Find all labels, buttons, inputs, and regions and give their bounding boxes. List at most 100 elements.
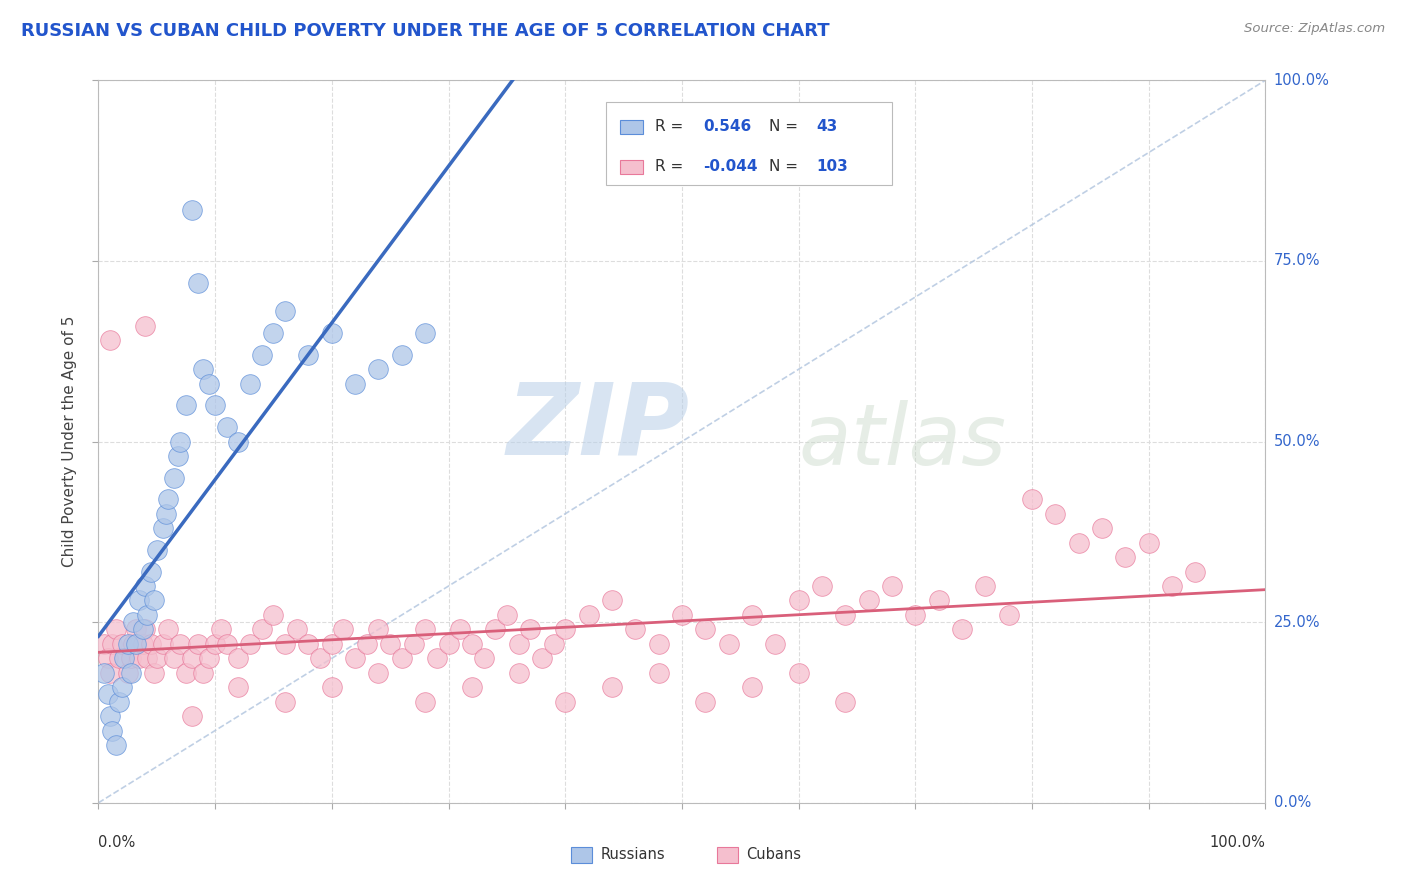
Point [157,623,180,637]
Point [647,665,669,680]
Point [98,665,121,680]
Point [297,348,319,362]
Point [98,334,121,348]
Text: R =: R = [655,160,688,174]
Point [209,623,232,637]
Point [344,376,367,391]
Point [143,665,166,680]
Point [132,623,155,637]
Text: R =: R = [655,120,688,135]
Point [402,637,425,651]
Text: 75.0%: 75.0% [1274,253,1320,268]
Point [508,665,530,680]
Bar [620,120,644,134]
Point [1184,565,1206,579]
Point [449,623,471,637]
Point [530,651,553,665]
Point [163,470,186,484]
Point [187,276,209,290]
Text: 43: 43 [815,120,838,135]
Text: 25.0%: 25.0% [1274,615,1320,630]
Point [228,680,250,694]
Text: 50.0%: 50.0% [1274,434,1320,449]
Point [169,637,191,651]
Point [93,637,115,651]
Point [97,651,120,665]
Text: 0.0%: 0.0% [1274,796,1310,810]
Point [297,637,319,651]
Point [321,637,343,651]
Point [391,651,413,665]
Point [239,637,262,651]
Point [391,348,413,362]
Point [413,326,436,340]
Point [717,637,740,651]
Point [1091,521,1114,535]
Point [543,637,565,651]
Point [134,579,156,593]
Point [104,623,127,637]
Point [554,695,576,709]
Point [93,665,115,680]
Point [1021,492,1043,507]
Point [193,362,215,376]
Point [461,637,484,651]
Point [1114,550,1136,565]
Text: 100.0%: 100.0% [1209,835,1265,850]
Point [484,623,506,637]
Point [136,607,159,622]
Point [554,623,576,637]
Point [741,607,763,622]
Point [180,203,202,218]
Point [437,637,460,651]
Point [904,607,927,622]
Point [624,623,647,637]
Point [834,695,856,709]
Point [143,593,166,607]
Point [112,651,135,665]
Point [97,687,120,701]
Point [811,579,834,593]
Point [101,723,124,738]
Text: 103: 103 [815,160,848,174]
Text: 0.546: 0.546 [703,120,751,135]
Point [122,637,145,651]
Bar [571,847,592,863]
Point [198,651,221,665]
Point [250,623,273,637]
Point [136,651,159,665]
Point [413,623,436,637]
Point [101,637,124,651]
Point [152,521,174,535]
Point [472,651,495,665]
Point [997,607,1019,622]
Point [157,492,180,507]
Point [128,593,150,607]
Point [578,607,600,622]
Point [508,637,530,651]
Point [98,709,121,723]
Point [120,651,142,665]
Point [367,665,389,680]
Point [880,579,903,593]
Point [111,637,134,651]
Point [117,637,139,651]
Point [695,695,717,709]
Text: Source: ZipAtlas.com: Source: ZipAtlas.com [1244,22,1385,36]
Text: -0.044: -0.044 [703,160,758,174]
Point [180,709,202,723]
Point [496,607,519,622]
Point [763,637,786,651]
Point [274,695,297,709]
Point [600,680,623,694]
Point [787,593,810,607]
Text: N =: N = [769,160,803,174]
Text: Russians: Russians [600,847,665,863]
Point [321,326,343,340]
Point [974,579,997,593]
Point [163,651,186,665]
Bar [620,160,644,174]
Point [274,637,297,651]
Point [356,637,378,651]
Point [262,326,284,340]
